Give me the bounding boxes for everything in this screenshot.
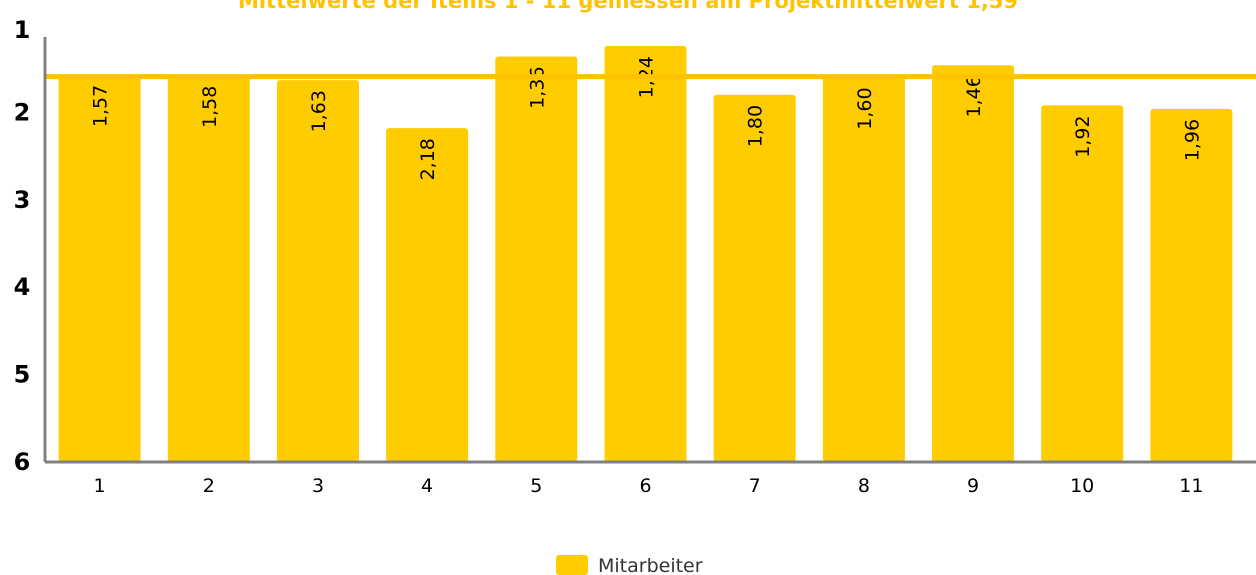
data-label-10: 1,92 (1072, 115, 1094, 157)
x-tick-label-9: 9 (967, 475, 979, 497)
legend-label: Mitarbeiter (598, 555, 703, 575)
x-tick-label-2: 2 (203, 475, 215, 497)
bar-6 (604, 46, 687, 462)
bars-group (58, 46, 1233, 463)
y-tick-label-6: 6 (14, 448, 31, 476)
data-label-1: 1,57 (90, 85, 112, 127)
y-ticks-group: 1 2 3 4 5 6 (14, 16, 31, 476)
x-tick-label-4: 4 (421, 475, 433, 497)
data-label-3: 1,63 (308, 90, 330, 132)
data-label-9: 1,46 (963, 75, 985, 117)
bar-7 (713, 94, 796, 463)
data-labels-group: 1,571,581,632,181,361,241,801,601,461,92… (90, 56, 1204, 180)
x-tick-label-6: 6 (639, 475, 651, 497)
data-label-2: 1,58 (199, 86, 221, 128)
bar-4 (386, 128, 469, 462)
y-tick-label-2: 2 (14, 98, 31, 126)
x-tick-label-3: 3 (312, 475, 324, 497)
bar-5 (495, 56, 578, 462)
y-tick-label-3: 3 (14, 186, 31, 214)
data-label-5: 1,36 (526, 67, 548, 109)
bar-10 (1041, 105, 1124, 463)
x-tick-label-1: 1 (94, 475, 106, 497)
y-tick-label-1: 1 (14, 16, 31, 44)
bar-1 (58, 74, 141, 463)
chart-title: Mittelwerte der Items 1 - 11 gemessen am… (238, 0, 1018, 13)
data-label-8: 1,60 (854, 87, 876, 129)
x-tick-label-5: 5 (530, 475, 542, 497)
x-ticks-group: 1 2 3 4 5 6 7 8 9 10 11 (94, 475, 1204, 497)
data-label-7: 1,80 (745, 105, 767, 147)
x-tick-label-11: 11 (1179, 475, 1203, 497)
bar-8 (822, 77, 905, 463)
y-tick-label-5: 5 (14, 361, 31, 389)
x-tick-label-10: 10 (1070, 475, 1094, 497)
x-tick-label-8: 8 (858, 475, 870, 497)
bar-3 (277, 80, 359, 462)
y-tick-label-4: 4 (14, 273, 31, 301)
bar-11 (1150, 108, 1233, 463)
data-label-11: 1,96 (1181, 119, 1203, 161)
bar-9 (932, 65, 1014, 462)
legend-swatch (556, 555, 588, 575)
bar-2 (167, 75, 250, 462)
data-label-4: 2,18 (417, 138, 439, 180)
legend: Mitarbeiter (556, 555, 703, 575)
x-tick-label-7: 7 (749, 475, 761, 497)
